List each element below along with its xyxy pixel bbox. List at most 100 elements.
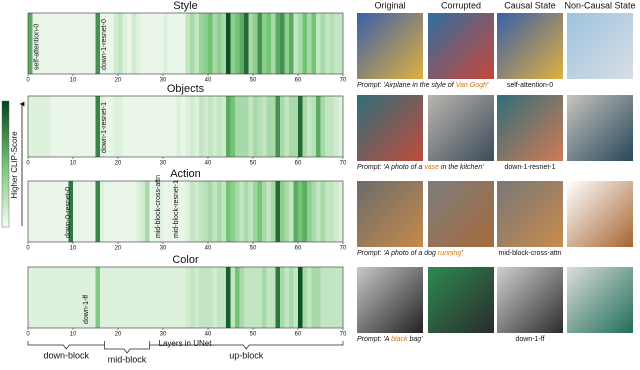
x-tick-label: 50 (250, 161, 257, 167)
strip-frame (27, 12, 344, 75)
layer-cell (244, 181, 249, 242)
layer-cell (293, 181, 299, 242)
layer-cell (32, 267, 38, 328)
layer-cell (280, 96, 285, 157)
generated-image (567, 13, 633, 79)
layer-cell (86, 96, 92, 157)
layer-cell (257, 181, 263, 242)
layer-cell (131, 13, 137, 74)
layer-cell (262, 267, 267, 328)
layer-cell (163, 13, 168, 74)
layer-cell (104, 267, 110, 328)
layer-cell (221, 13, 227, 74)
generated-image (497, 95, 563, 161)
layer-cell (266, 13, 272, 74)
generated-image (357, 267, 423, 333)
layer-cell (248, 267, 254, 328)
layer-cell (271, 96, 276, 157)
layer-cell (302, 96, 308, 157)
layer-cell (181, 96, 186, 157)
layer-cell (77, 181, 83, 242)
layer-cell (307, 181, 312, 242)
layer-cell (109, 181, 114, 242)
layer-cell (100, 267, 105, 328)
layer-cell (122, 267, 128, 328)
layer-cell (230, 13, 236, 74)
layer-cell (320, 96, 326, 157)
layer-cell (316, 96, 321, 157)
layer-cell (95, 13, 101, 74)
layer-cell (284, 181, 290, 242)
causal-state-label: mid-block-cross-attn (498, 250, 561, 257)
layer-annotation: mid-block-cross-attn (155, 175, 162, 238)
layer-cell (212, 267, 218, 328)
generated-image (567, 95, 633, 161)
layer-cell (68, 267, 74, 328)
layer-cell (122, 13, 128, 74)
x-tick-label: 40 (205, 246, 212, 252)
layer-cell (59, 13, 65, 74)
x-tick-label: 20 (115, 78, 122, 84)
layer-cell (203, 96, 209, 157)
layer-annotation: down-1-resnet-1 (101, 102, 108, 153)
layer-cell (113, 96, 119, 157)
generated-image (497, 267, 563, 333)
prompt-part: Prompt: 'A (357, 336, 391, 343)
layer-cell (289, 96, 294, 157)
layer-cell (199, 96, 204, 157)
x-tick-label: 0 (26, 78, 30, 84)
block-label: up-block (229, 350, 264, 360)
layer-cell (217, 267, 222, 328)
layer-cell (50, 267, 56, 328)
colorbar (1, 100, 10, 228)
layer-cell (176, 96, 182, 157)
layer-cell (289, 267, 294, 328)
layer-cell (212, 13, 218, 74)
causal-state-label: down-1-resnet-1 (505, 164, 556, 171)
layer-cell (172, 13, 177, 74)
x-tick-label: 60 (295, 246, 302, 252)
layer-cell (140, 267, 146, 328)
layer-annotation: self-attention-0 (33, 24, 40, 70)
layer-cell (338, 267, 344, 328)
layer-cell (158, 96, 164, 157)
layer-cell (226, 267, 231, 328)
layer-cell (68, 181, 74, 242)
layer-cell (298, 267, 303, 328)
block-brace (27, 341, 105, 350)
layer-cell (212, 181, 218, 242)
layer-annotation: down-1-resnet-0 (101, 19, 108, 70)
layer-cell (136, 96, 141, 157)
generated-image (567, 267, 633, 333)
layer-cell (158, 267, 164, 328)
layer-cell (298, 96, 303, 157)
layer-annotation: mid-block-resnet-1 (173, 180, 180, 238)
layer-cell (145, 181, 150, 242)
layer-cell (68, 13, 74, 74)
layer-cell (109, 13, 114, 74)
layer-cell (37, 96, 42, 157)
layer-cell (149, 267, 155, 328)
layer-cell (302, 181, 308, 242)
layer-cell (109, 267, 114, 328)
layer-cell (158, 13, 164, 74)
layer-cell (122, 96, 128, 157)
x-tick-label: 30 (160, 78, 167, 84)
layer-cell (208, 13, 213, 74)
layer-cell (82, 267, 87, 328)
layer-cell (298, 181, 303, 242)
layer-cell (325, 267, 330, 328)
layer-cell (325, 181, 330, 242)
column-header: Original (374, 0, 405, 10)
layer-cell (185, 13, 191, 74)
layer-cell (86, 13, 92, 74)
x-tick-label: 70 (340, 332, 347, 338)
causal-state-label: down-1-ff (515, 336, 544, 343)
prompt-part: black (391, 336, 408, 343)
layer-cell (190, 96, 195, 157)
layer-cell (257, 13, 263, 74)
layer-cell (77, 13, 83, 74)
layer-cell (235, 267, 240, 328)
layer-cell (73, 267, 78, 328)
panel-title: Color (172, 254, 199, 266)
